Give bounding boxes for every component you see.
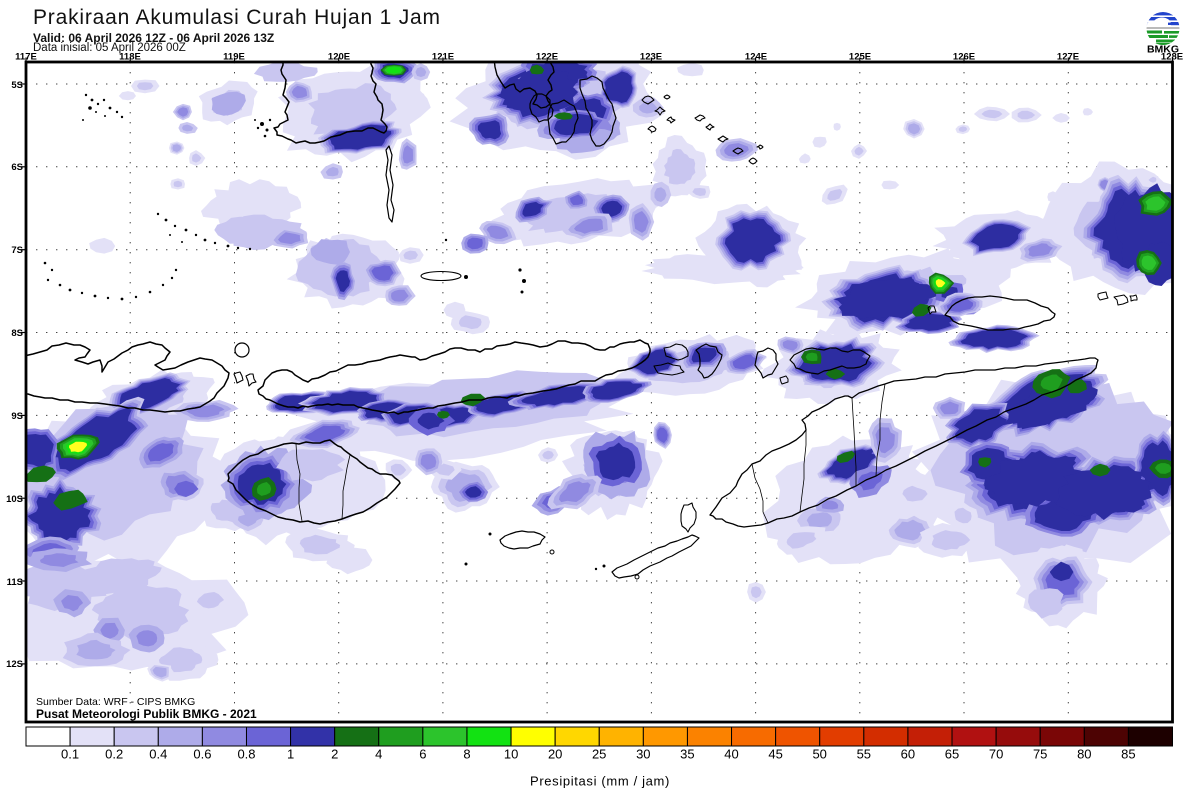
svg-text:118E: 118E [119, 52, 141, 63]
svg-text:117E: 117E [15, 52, 37, 63]
svg-text:119E: 119E [223, 52, 245, 63]
svg-text:5S: 5S [11, 80, 23, 91]
svg-text:25: 25 [592, 747, 606, 762]
svg-text:124E: 124E [745, 52, 767, 63]
svg-text:60: 60 [901, 747, 915, 762]
svg-text:35: 35 [680, 747, 694, 762]
svg-text:126E: 126E [953, 52, 975, 63]
svg-text:120E: 120E [328, 52, 350, 63]
svg-text:75: 75 [1033, 747, 1047, 762]
svg-text:123E: 123E [640, 52, 662, 63]
svg-text:BMKG: BMKG [1147, 44, 1179, 56]
svg-text:10: 10 [504, 747, 518, 762]
svg-text:Pusat Meteorologi Publik BMKG: Pusat Meteorologi Publik BMKG - 2021 [36, 707, 257, 721]
svg-text:Presipitasi (mm / jam): Presipitasi (mm / jam) [530, 774, 670, 789]
svg-text:55: 55 [857, 747, 871, 762]
svg-text:Sumber Data: WRF - CIPS BMKG: Sumber Data: WRF - CIPS BMKG [36, 696, 195, 708]
svg-text:85: 85 [1121, 747, 1135, 762]
svg-text:80: 80 [1077, 747, 1091, 762]
svg-text:20: 20 [548, 747, 562, 762]
svg-text:30: 30 [636, 747, 650, 762]
svg-text:11S: 11S [7, 577, 23, 588]
svg-text:2: 2 [331, 747, 338, 762]
svg-text:0.2: 0.2 [105, 747, 123, 762]
svg-text:10S: 10S [6, 494, 23, 505]
svg-text:0.4: 0.4 [149, 747, 167, 762]
svg-text:121E: 121E [432, 52, 454, 63]
svg-text:8: 8 [463, 747, 470, 762]
svg-text:50: 50 [812, 747, 826, 762]
svg-text:6: 6 [419, 747, 426, 762]
svg-text:125E: 125E [849, 52, 871, 63]
svg-text:128E: 128E [1161, 52, 1183, 63]
svg-text:70: 70 [989, 747, 1003, 762]
svg-text:0.1: 0.1 [61, 747, 79, 762]
svg-text:0.8: 0.8 [237, 747, 255, 762]
svg-text:1: 1 [287, 747, 294, 762]
svg-text:6S: 6S [11, 162, 23, 173]
svg-text:8S: 8S [11, 328, 23, 339]
svg-text:65: 65 [945, 747, 959, 762]
svg-text:12S: 12S [6, 659, 23, 670]
svg-text:122E: 122E [536, 52, 558, 63]
svg-text:40: 40 [724, 747, 738, 762]
svg-text:127E: 127E [1057, 52, 1079, 63]
svg-text:4: 4 [375, 747, 382, 762]
svg-text:9S: 9S [11, 411, 23, 422]
svg-text:0.6: 0.6 [193, 747, 211, 762]
svg-text:45: 45 [768, 747, 782, 762]
svg-text:7S: 7S [11, 245, 23, 256]
